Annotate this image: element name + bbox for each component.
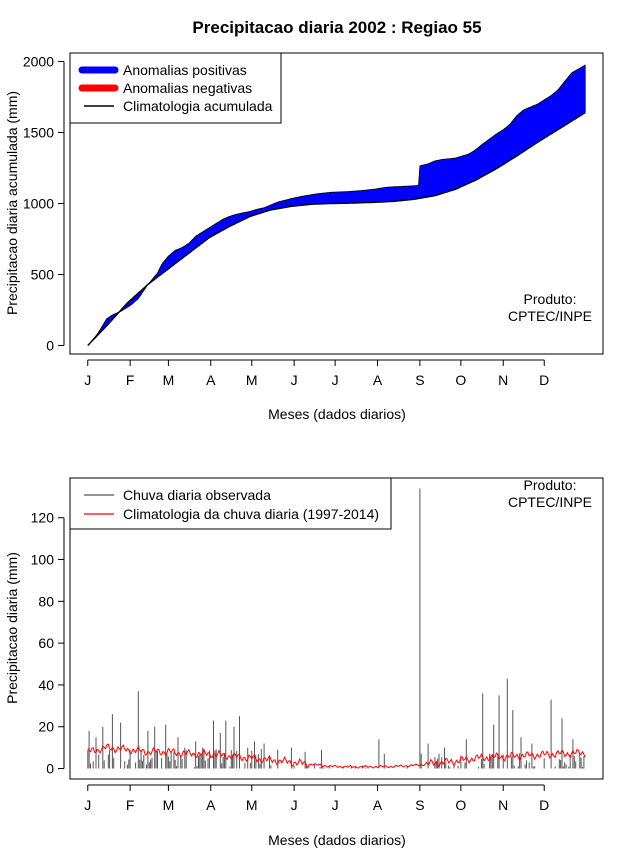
legend-label-daily-climatology: Climatologia da chuva diaria (1997-2014) (123, 506, 379, 522)
bottom-y-tick-label: 120 (31, 510, 55, 526)
top-x-tick-label: A (373, 372, 383, 388)
top-x-tick-label: S (415, 372, 424, 388)
top-x-tick-label: M (246, 372, 258, 388)
top-x-tick-label: J (291, 372, 298, 388)
bottom-y-tick-label: 0 (46, 761, 54, 777)
observed-rain-bars (87, 488, 585, 769)
bottom-x-tick-label: N (498, 797, 508, 813)
bottom-credit-source: CPTEC/INPE (508, 494, 592, 510)
chart-title: Precipitacao diaria 2002 : Regiao 55 (192, 18, 481, 37)
top-y-tick-label: 2000 (23, 54, 54, 70)
top-y-axis-label: Precipitacao diaria acumulada (mm) (4, 91, 20, 315)
bottom-x-tick-label: J (291, 797, 298, 813)
bottom-legend: Chuva diaria observada Climatologia da c… (69, 477, 392, 530)
bottom-x-tick-label: J (332, 797, 339, 813)
bottom-y-axis: 0 20 40 60 80 100 120 (31, 510, 65, 777)
bottom-x-tick-label: D (539, 797, 549, 813)
bottom-x-axis-label: Meses (dados diarios) (268, 832, 406, 848)
top-plot-frame (69, 52, 604, 355)
legend-label-climatology: Climatologia acumulada (123, 98, 273, 114)
top-credit-source: CPTEC/INPE (508, 308, 592, 324)
legend-label-positive: Anomalias positivas (123, 62, 247, 78)
bottom-x-tick-label: M (163, 797, 175, 813)
top-x-tick-label: J (332, 372, 339, 388)
legend-label-negative: Anomalias negativas (123, 80, 252, 96)
top-y-tick-label: 500 (31, 266, 55, 282)
bottom-y-tick-label: 80 (38, 593, 54, 609)
bottom-x-tick-label: J (84, 797, 91, 813)
top-y-tick-label: 1000 (23, 196, 54, 212)
bottom-y-tick-label: 100 (31, 552, 55, 568)
bottom-x-tick-label: F (126, 797, 135, 813)
bottom-x-tick-label: S (415, 797, 424, 813)
top-x-tick-label: N (498, 372, 508, 388)
bottom-y-axis-label: Precipitacao diaria (mm) (4, 552, 20, 704)
daily-climatology-line (87, 743, 586, 769)
top-x-tick-label: O (455, 372, 466, 388)
top-credit-label: Produto: (524, 291, 577, 307)
top-panel: 0 500 1000 1500 2000 J F M A M J J A S O N D Precipitac… (4, 52, 604, 422)
bottom-y-tick-label: 40 (38, 677, 54, 693)
top-x-tick-label: F (126, 372, 135, 388)
top-y-tick-label: 0 (46, 337, 54, 353)
bottom-x-tick-label: M (246, 797, 258, 813)
top-x-tick-label: A (206, 372, 216, 388)
bottom-x-tick-label: A (206, 797, 216, 813)
top-x-axis-label: Meses (dados diarios) (268, 406, 406, 422)
bottom-legend-box (69, 477, 392, 530)
top-x-tick-label: D (539, 372, 549, 388)
top-y-tick-label: 1500 (23, 125, 54, 141)
top-x-tick-label: M (163, 372, 175, 388)
bottom-y-tick-label: 60 (38, 635, 54, 651)
bottom-y-tick-label: 20 (38, 719, 54, 735)
bottom-x-tick-label: O (455, 797, 466, 813)
legend-label-observed: Chuva diaria observada (123, 487, 271, 503)
climatology-cumulative-line (87, 112, 586, 346)
top-y-axis: 0 500 1000 1500 2000 (23, 54, 65, 353)
bottom-x-tick-label: A (373, 797, 383, 813)
bottom-credit-label: Produto: (524, 477, 577, 493)
bottom-panel: 0 20 40 60 80 100 120 J F M A M J J A S O N D Precipitaca… (4, 477, 604, 848)
top-legend: Anomalias positivas Anomalias negativas … (69, 52, 282, 124)
top-x-tick-label: J (84, 372, 91, 388)
